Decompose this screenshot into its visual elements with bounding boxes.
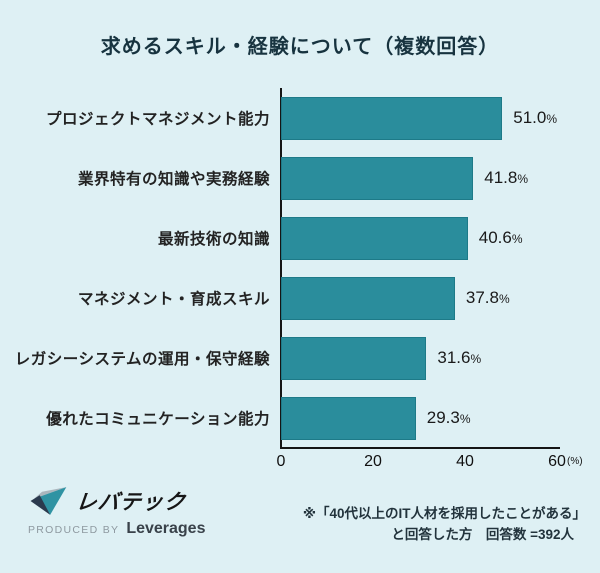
bar-row: 業界特有の知識や実務経験 41.8% [0, 148, 600, 208]
bar-track: 41.8% [281, 156, 557, 200]
value-label: 41.8% [484, 168, 528, 188]
value-number: 51.0 [513, 108, 547, 127]
bar-track: 29.3% [281, 396, 557, 440]
logo-wordmark: レバテック [74, 491, 188, 514]
category-label: 業界特有の知識や実務経験 [77, 171, 270, 188]
category-label: 最新技術の知識 [157, 231, 270, 248]
bar-track: 37.8% [281, 276, 557, 320]
bar [281, 336, 427, 380]
value-number: 40.6 [478, 228, 512, 247]
x-tick-label: 20 [364, 453, 382, 470]
bar-row: 最新技術の知識 40.6% [0, 208, 600, 268]
brand-logo-top: レバテック [28, 486, 205, 516]
value-label: 29.3% [427, 408, 471, 428]
value-number: 37.8 [465, 288, 499, 307]
bar-rows: プロジェクトマネジメント能力 51.0% 業界特有の知識や実務経験 41.8% … [0, 88, 600, 448]
bar [281, 96, 503, 140]
value-unit: % [517, 172, 529, 186]
category-label: レガシーシステムの運用・保守経験 [14, 351, 270, 368]
x-tick-label: 0 [276, 453, 286, 470]
value-number: 29.3 [426, 408, 460, 427]
brand-logo: レバテック PRODUCED BY Leverages [28, 486, 205, 538]
value-number: 41.8 [484, 168, 518, 187]
category-label: 優れたコミュニケーション能力 [46, 411, 270, 428]
value-unit: % [511, 232, 523, 246]
value-unit: % [546, 112, 557, 126]
x-tick-label: 60 [548, 453, 566, 470]
value-number: 31.6 [437, 348, 471, 367]
note-line-2: と回答した方 回答数 =392人 [391, 527, 574, 542]
survey-note: ※「40代以上のIT人材を採用したことがある」 と回答した方 回答数 =392人 [303, 503, 586, 545]
bar [281, 396, 416, 440]
bar [281, 216, 468, 260]
y-axis-line [280, 88, 282, 449]
brand-logo-bottom: PRODUCED BY Leverages [28, 520, 205, 538]
x-axis-line [280, 447, 560, 449]
company-name: Leverages [126, 520, 206, 537]
bar [281, 276, 455, 320]
value-label: 40.6% [479, 228, 523, 248]
x-axis-unit: (%) [567, 456, 583, 467]
value-label: 37.8% [466, 288, 510, 308]
note-line-1: ※「40代以上のIT人材を採用したことがある」 [302, 506, 586, 521]
bar [281, 156, 474, 200]
chart-title: 求めるスキル・経験について（複数回答） [100, 36, 500, 58]
bar-track: 40.6% [281, 216, 557, 260]
x-tick-label: 40 [456, 453, 474, 470]
value-label: 51.0% [513, 108, 557, 128]
bar-row: レガシーシステムの運用・保守経験 31.6% [0, 328, 600, 388]
x-axis-ticks: (%) 0 20 40 60 [277, 453, 583, 473]
bar-row: マネジメント・育成スキル 37.8% [0, 268, 600, 328]
category-label: マネジメント・育成スキル [77, 291, 270, 308]
value-unit: % [498, 292, 510, 306]
category-label: プロジェクトマネジメント能力 [45, 111, 270, 128]
bar-row: プロジェクトマネジメント能力 51.0% [0, 88, 600, 148]
bar-track: 31.6% [281, 336, 557, 380]
bar-track: 51.0% [281, 96, 557, 140]
produced-by-label: PRODUCED BY [28, 524, 120, 536]
value-unit: % [459, 412, 471, 426]
value-unit: % [470, 352, 482, 366]
bar-row: 優れたコミュニケーション能力 29.3% [0, 388, 600, 448]
logo-checkmark-icon [30, 487, 67, 515]
value-label: 31.6% [437, 348, 481, 368]
